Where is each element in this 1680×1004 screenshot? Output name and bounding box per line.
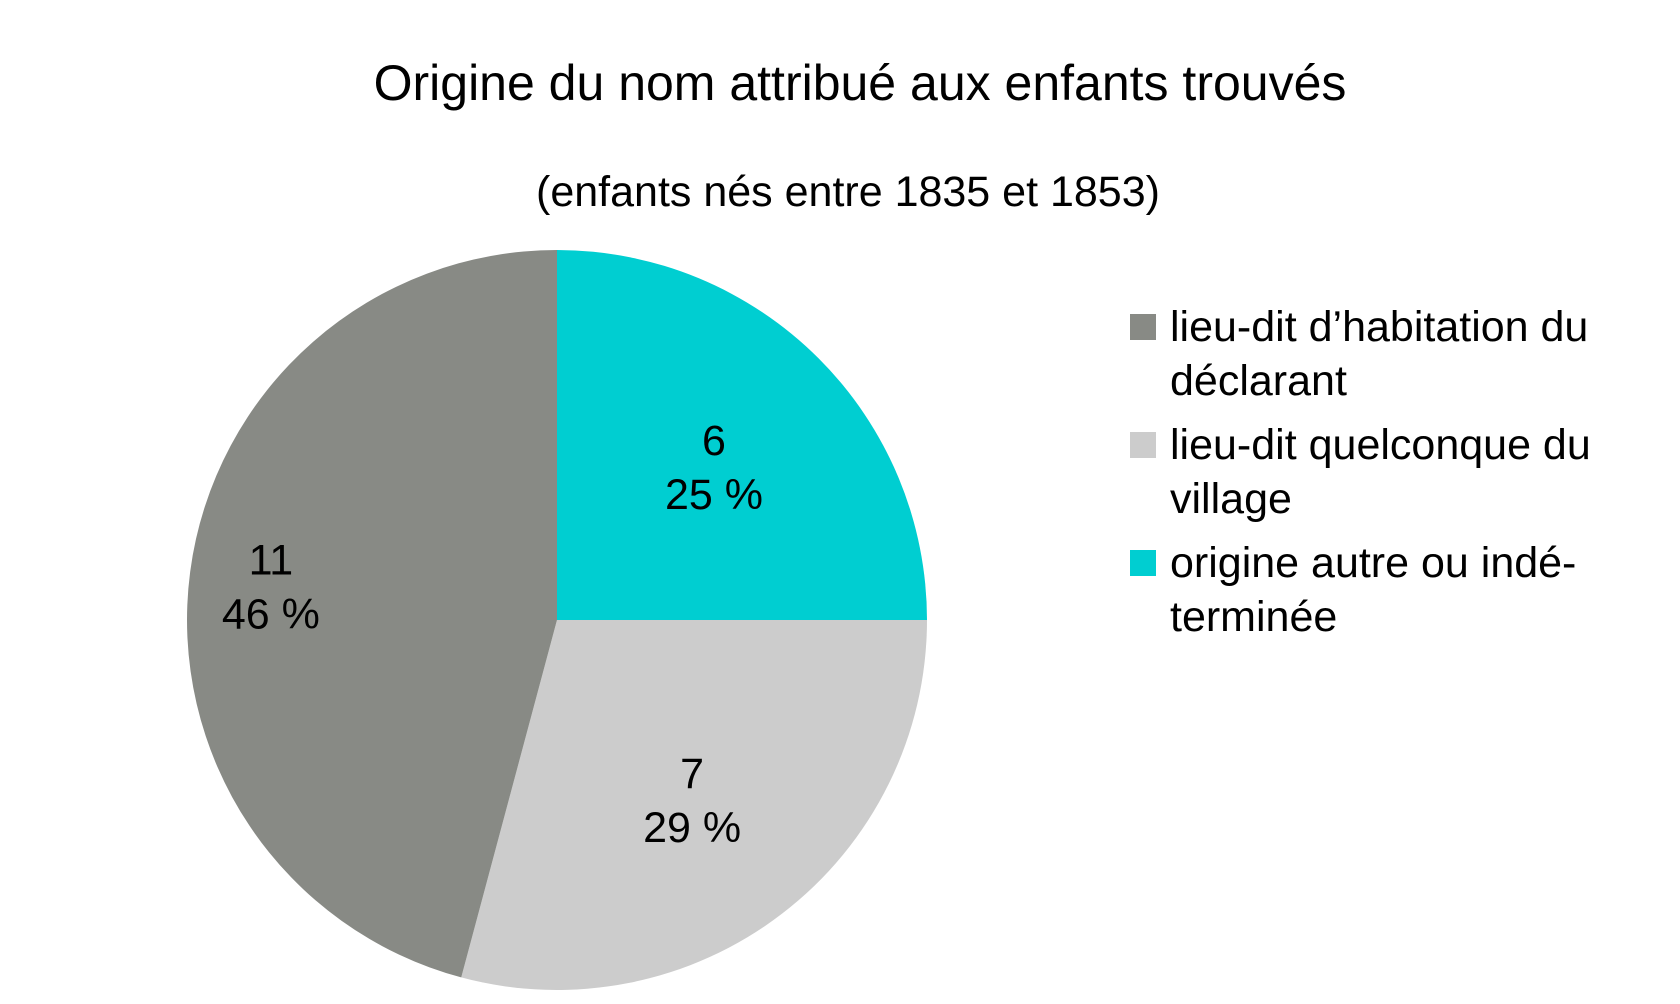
legend-label: lieu-dit quelconque du [1170, 421, 1591, 469]
legend: lieu-dit d’habitation dudéclarantlieu-di… [1130, 303, 1591, 641]
legend-label: lieu-dit d’habitation du [1170, 303, 1588, 351]
legend-item-lieu-dit-d-habitation-du-declarant: lieu-dit d’habitation du déclarant [1130, 303, 1588, 405]
legend-label: village [1170, 475, 1292, 523]
legend-swatch [1130, 550, 1156, 576]
slice-value-label: 7 [680, 750, 704, 798]
slice-percent-label: 46 % [222, 590, 320, 638]
slice-value-label: 11 [249, 536, 294, 584]
slice-value-label: 6 [702, 417, 726, 465]
legend-label: déclarant [1170, 357, 1347, 405]
chart-title: Origine du nom attribué aux enfants trou… [374, 55, 1347, 111]
legend-swatch [1130, 314, 1156, 340]
pie-slice-labels: 6 25 % 7 29 % 11 46 % [222, 417, 763, 852]
pie-slice-lieu-dit-quelconque-du-village [461, 620, 927, 990]
slice-percent-label: 25 % [665, 471, 763, 519]
pie-slices [187, 250, 927, 990]
legend-label: terminée [1170, 593, 1337, 641]
legend-item-lieu-dit-quelconque-du-village: lieu-dit quelconque du village [1130, 421, 1591, 523]
legend-label: origine autre ou indé- [1170, 539, 1576, 587]
legend-swatch [1130, 432, 1156, 458]
pie-slice-origine-autre-ou-indeterminee [557, 250, 927, 620]
slice-percent-label: 29 % [643, 804, 741, 852]
chart-subtitle: (enfants nés entre 1835 et 1853) [536, 168, 1160, 216]
pie-slice-lieu-dit-d-habitation-du-declarant [187, 250, 558, 978]
legend-item-origine-autre-ou-indeterminee: origine autre ou indé-terminée [1130, 539, 1576, 641]
